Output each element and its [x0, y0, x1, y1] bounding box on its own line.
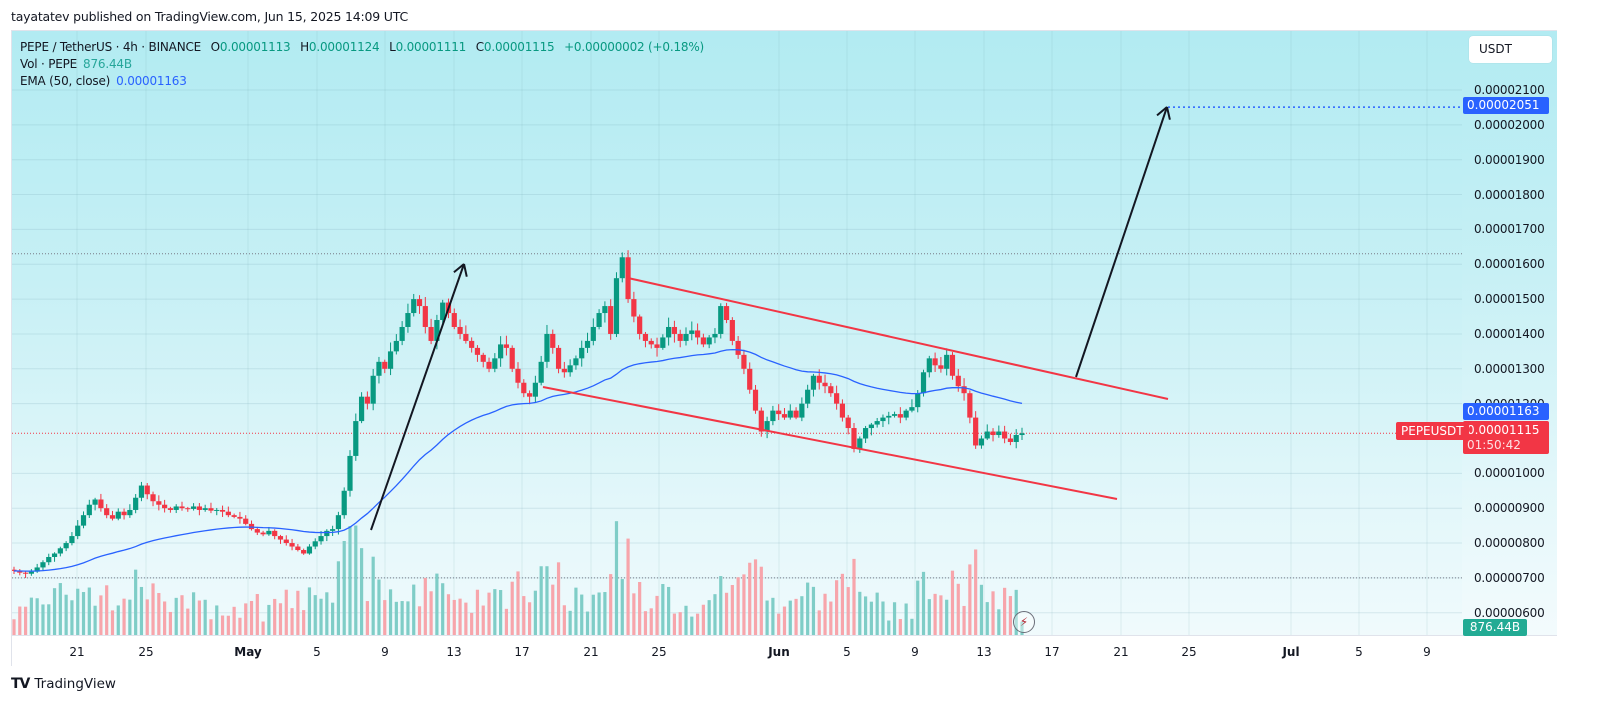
- price-axis-label: 0.00001400: [1474, 326, 1545, 341]
- price-axis-label: 0.00000900: [1474, 501, 1545, 516]
- lightning-icon[interactable]: ⚡︎: [1013, 611, 1035, 633]
- price-axis[interactable]: 0.00002100 0.00002000 0.00001900 0.00001800…: [1462, 31, 1557, 635]
- change-value: +0.00000002 (+0.18%): [564, 40, 704, 54]
- price-axis-label: 0.00000800: [1474, 536, 1545, 551]
- brand-name: TradingView: [34, 676, 116, 692]
- target-price-tag: 0.00002051: [1463, 97, 1549, 114]
- close-value: 0.00001115: [483, 40, 555, 54]
- price-axis-label: 0.00000700: [1474, 570, 1545, 585]
- bar-countdown: 01:50:42: [1467, 438, 1521, 452]
- price-axis-label: 0.00000600: [1474, 605, 1545, 620]
- time-axis-label: 21: [1113, 645, 1129, 659]
- symbol-tag: PEPEUSDT: [1396, 422, 1469, 440]
- price-chart-canvas[interactable]: [12, 31, 1462, 635]
- time-axis-label: 13: [446, 645, 462, 659]
- price-axis-label: 0.00001700: [1474, 222, 1545, 237]
- volume-tag: 876.44B: [1463, 619, 1527, 636]
- price-axis-label: 0.00001000: [1474, 466, 1545, 481]
- chart-container[interactable]: 0.00002100 0.00002000 0.00001900 0.00001800…: [11, 30, 1557, 666]
- low-value: 0.00001111: [395, 40, 467, 54]
- price-axis-label: 0.00001500: [1474, 292, 1545, 307]
- time-axis-label: 5: [1355, 645, 1363, 659]
- time-axis-label: 9: [911, 645, 919, 659]
- price-axis-label: 0.00001600: [1474, 257, 1545, 272]
- time-axis-label: Jun: [768, 645, 790, 659]
- publication-line: tayatatev published on TradingView.com, …: [11, 9, 408, 24]
- volume-value: 876.44B: [83, 57, 132, 71]
- last-price-tag: 0.00001115 01:50:42: [1463, 421, 1549, 454]
- plot-area[interactable]: [12, 31, 1462, 666]
- price-axis-label: 0.00001900: [1474, 152, 1545, 167]
- last-price-value: 0.00001115: [1467, 423, 1540, 437]
- currency-button[interactable]: USDT: [1469, 36, 1552, 63]
- time-axis-label: 9: [381, 645, 389, 659]
- time-axis-label: 13: [976, 645, 992, 659]
- price-axis-label: 0.00002000: [1474, 117, 1545, 132]
- legend-ema-row[interactable]: EMA (50, close) 0.00001163: [20, 74, 187, 88]
- ema-price-tag: 0.00001163: [1463, 403, 1549, 420]
- price-axis-label: 0.00001300: [1474, 361, 1545, 376]
- time-axis-label: 9: [1423, 645, 1431, 659]
- price-axis-label: 0.00001800: [1474, 187, 1545, 202]
- symbol-label[interactable]: PEPE / TetherUS · 4h · BINANCE: [20, 40, 202, 54]
- time-axis-label: 25: [138, 645, 154, 659]
- legend-volume-row[interactable]: Vol · PEPE 876.44B: [20, 57, 132, 71]
- open-value: 0.00001113: [219, 40, 291, 54]
- time-axis-label: 21: [69, 645, 85, 659]
- time-axis-label: 5: [843, 645, 851, 659]
- high-value: 0.00001124: [308, 40, 380, 54]
- price-axis-label: 0.00002100: [1474, 83, 1545, 97]
- time-axis-label: 5: [313, 645, 321, 659]
- time-axis-label: 17: [514, 645, 530, 659]
- time-axis-label: 25: [651, 645, 667, 659]
- chart-legend: PEPE / TetherUS · 4h · BINANCE O0.000011…: [20, 39, 704, 90]
- ema-value: 0.00001163: [116, 74, 187, 88]
- time-axis-label: Jul: [1282, 645, 1300, 659]
- legend-ohlc-row: PEPE / TetherUS · 4h · BINANCE O0.000011…: [20, 40, 704, 54]
- time-axis-label: 21: [583, 645, 599, 659]
- tv-logo-icon: TV: [11, 676, 30, 692]
- time-axis-label: May: [234, 645, 262, 659]
- tradingview-logo[interactable]: TV TradingView: [11, 676, 116, 692]
- time-axis[interactable]: 21 25 May 5 9 13 17 21 25 Jun 5 9 13 17 21 25 Jul 5 9: [12, 635, 1557, 666]
- time-axis-label: 25: [1181, 645, 1197, 659]
- time-axis-label: 17: [1044, 645, 1060, 659]
